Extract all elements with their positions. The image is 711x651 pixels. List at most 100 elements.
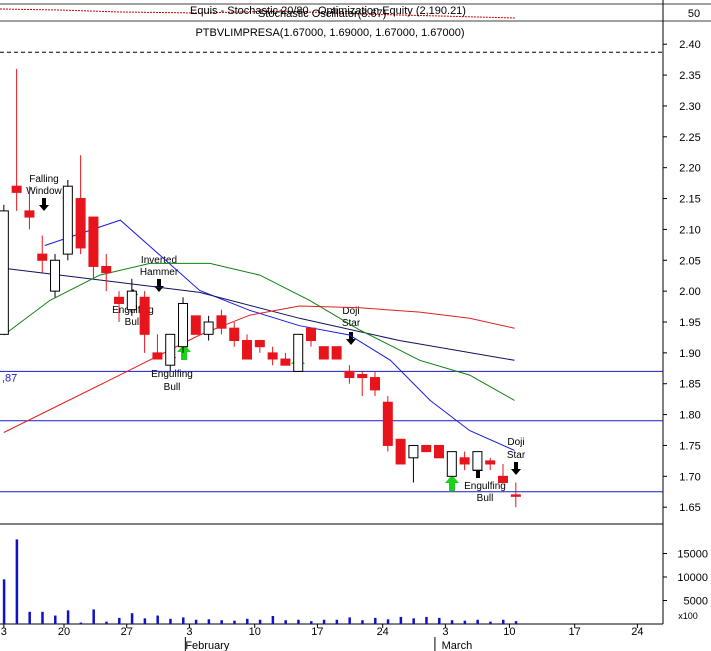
annotation: Window bbox=[26, 186, 62, 197]
x-tick-label: 3 bbox=[1, 626, 7, 638]
y-tick-label: 1.95 bbox=[679, 317, 700, 329]
volume-bar bbox=[297, 619, 300, 624]
y-tick-label: 1.65 bbox=[679, 502, 700, 514]
x-tick-label: 24 bbox=[377, 626, 389, 638]
annotation: Engulfing bbox=[464, 481, 506, 492]
volume-bar bbox=[79, 622, 83, 624]
candle-body bbox=[178, 302, 189, 348]
candle-body bbox=[434, 444, 445, 459]
volume-bar bbox=[92, 609, 95, 624]
x-tick-label: 10 bbox=[249, 626, 261, 638]
volume-bar bbox=[374, 617, 377, 624]
candle-body bbox=[0, 210, 9, 335]
candle-body bbox=[370, 377, 381, 391]
volume-bar bbox=[463, 620, 467, 624]
candle-body bbox=[382, 401, 393, 446]
candle-body bbox=[50, 259, 61, 292]
volume-bar bbox=[514, 621, 518, 624]
x-tick-label: 27 bbox=[121, 626, 133, 638]
candle-body bbox=[293, 333, 304, 372]
y-tick-label: 2.00 bbox=[679, 286, 700, 298]
annotation: Falling bbox=[29, 174, 58, 185]
candle-body bbox=[203, 321, 214, 335]
annotation: Engulfing bbox=[112, 305, 154, 316]
volume-bar bbox=[28, 611, 31, 624]
y-tick-label: 2.40 bbox=[679, 39, 700, 51]
y-tick-label: 2.05 bbox=[679, 255, 700, 267]
volume-bar bbox=[412, 618, 415, 624]
candle-body bbox=[395, 438, 406, 465]
volume-bar bbox=[335, 619, 339, 624]
candle-body bbox=[306, 327, 317, 342]
volume-bar bbox=[246, 618, 249, 624]
candle-body bbox=[446, 451, 457, 477]
candle-body bbox=[126, 290, 137, 311]
volume-bar bbox=[233, 620, 236, 624]
annotation: Bull bbox=[477, 493, 494, 504]
candle-body bbox=[139, 296, 150, 335]
volume-tick-label: 5000 bbox=[684, 596, 708, 608]
arrow-up-green bbox=[445, 475, 459, 491]
annotation: Bull bbox=[125, 317, 142, 328]
annotation: Bull bbox=[164, 382, 181, 393]
candle-body bbox=[421, 444, 432, 453]
volume-bar bbox=[489, 621, 492, 624]
arrow-down bbox=[39, 198, 49, 211]
volume-bar bbox=[54, 615, 57, 624]
volume-bar bbox=[310, 621, 313, 624]
x-tick-label: 17 bbox=[311, 626, 323, 638]
volume-bar bbox=[386, 619, 390, 624]
volume-bar bbox=[182, 617, 185, 624]
moving-average bbox=[44, 219, 515, 451]
candle-body bbox=[24, 210, 35, 218]
volume-bar bbox=[194, 619, 198, 624]
annotation: Engulfing bbox=[151, 369, 193, 380]
x-tick-label: 3 bbox=[186, 626, 192, 638]
arrow-down bbox=[154, 279, 164, 292]
candle-body bbox=[152, 352, 163, 360]
candle-body bbox=[165, 333, 176, 366]
volume-bar bbox=[476, 619, 479, 624]
moving-average bbox=[3, 305, 515, 433]
volume-bar bbox=[220, 620, 223, 624]
volume-tick-label: 15000 bbox=[677, 549, 708, 561]
volume-bar bbox=[502, 619, 505, 624]
candle-body bbox=[11, 185, 22, 193]
volume-bar bbox=[66, 610, 70, 624]
candle-body bbox=[254, 340, 265, 348]
volume-bar bbox=[425, 616, 428, 624]
candle-body bbox=[485, 460, 496, 465]
y-tick-label: 2.30 bbox=[679, 101, 700, 113]
month-label: February bbox=[185, 640, 230, 651]
strip-text: Stochastic Oscillator(8.67) bbox=[258, 8, 386, 20]
level-label: ,87 bbox=[2, 372, 17, 384]
candle-body bbox=[331, 346, 342, 360]
y-tick-label: 2.35 bbox=[679, 70, 700, 82]
volume-tick-label: 10000 bbox=[677, 572, 708, 584]
moving-average bbox=[3, 262, 515, 401]
y-tick-label: 1.80 bbox=[679, 410, 700, 422]
x-tick-label: 20 bbox=[58, 626, 70, 638]
candle-body bbox=[318, 346, 329, 360]
arrow-down bbox=[511, 462, 521, 475]
candle-body bbox=[75, 198, 86, 249]
arrow-down bbox=[346, 332, 356, 345]
y-tick-label: 1.90 bbox=[679, 348, 700, 360]
y-tick-label: 1.75 bbox=[679, 440, 700, 452]
volume-bar bbox=[105, 621, 108, 624]
volume-bar bbox=[2, 579, 6, 624]
volume-bar bbox=[118, 617, 121, 624]
candle-body bbox=[344, 370, 355, 379]
x-tick-label: 10 bbox=[503, 626, 515, 638]
annotation: Doji bbox=[507, 437, 524, 448]
volume-bar bbox=[41, 611, 44, 624]
annotation: Star bbox=[507, 450, 526, 461]
strip-trace bbox=[0, 8, 516, 19]
y-tick-label: 2.10 bbox=[679, 224, 700, 236]
arrow-up-green bbox=[177, 344, 191, 360]
candle-body bbox=[242, 340, 253, 360]
annotation: Hammer bbox=[140, 267, 179, 278]
volume-bar bbox=[284, 620, 287, 624]
